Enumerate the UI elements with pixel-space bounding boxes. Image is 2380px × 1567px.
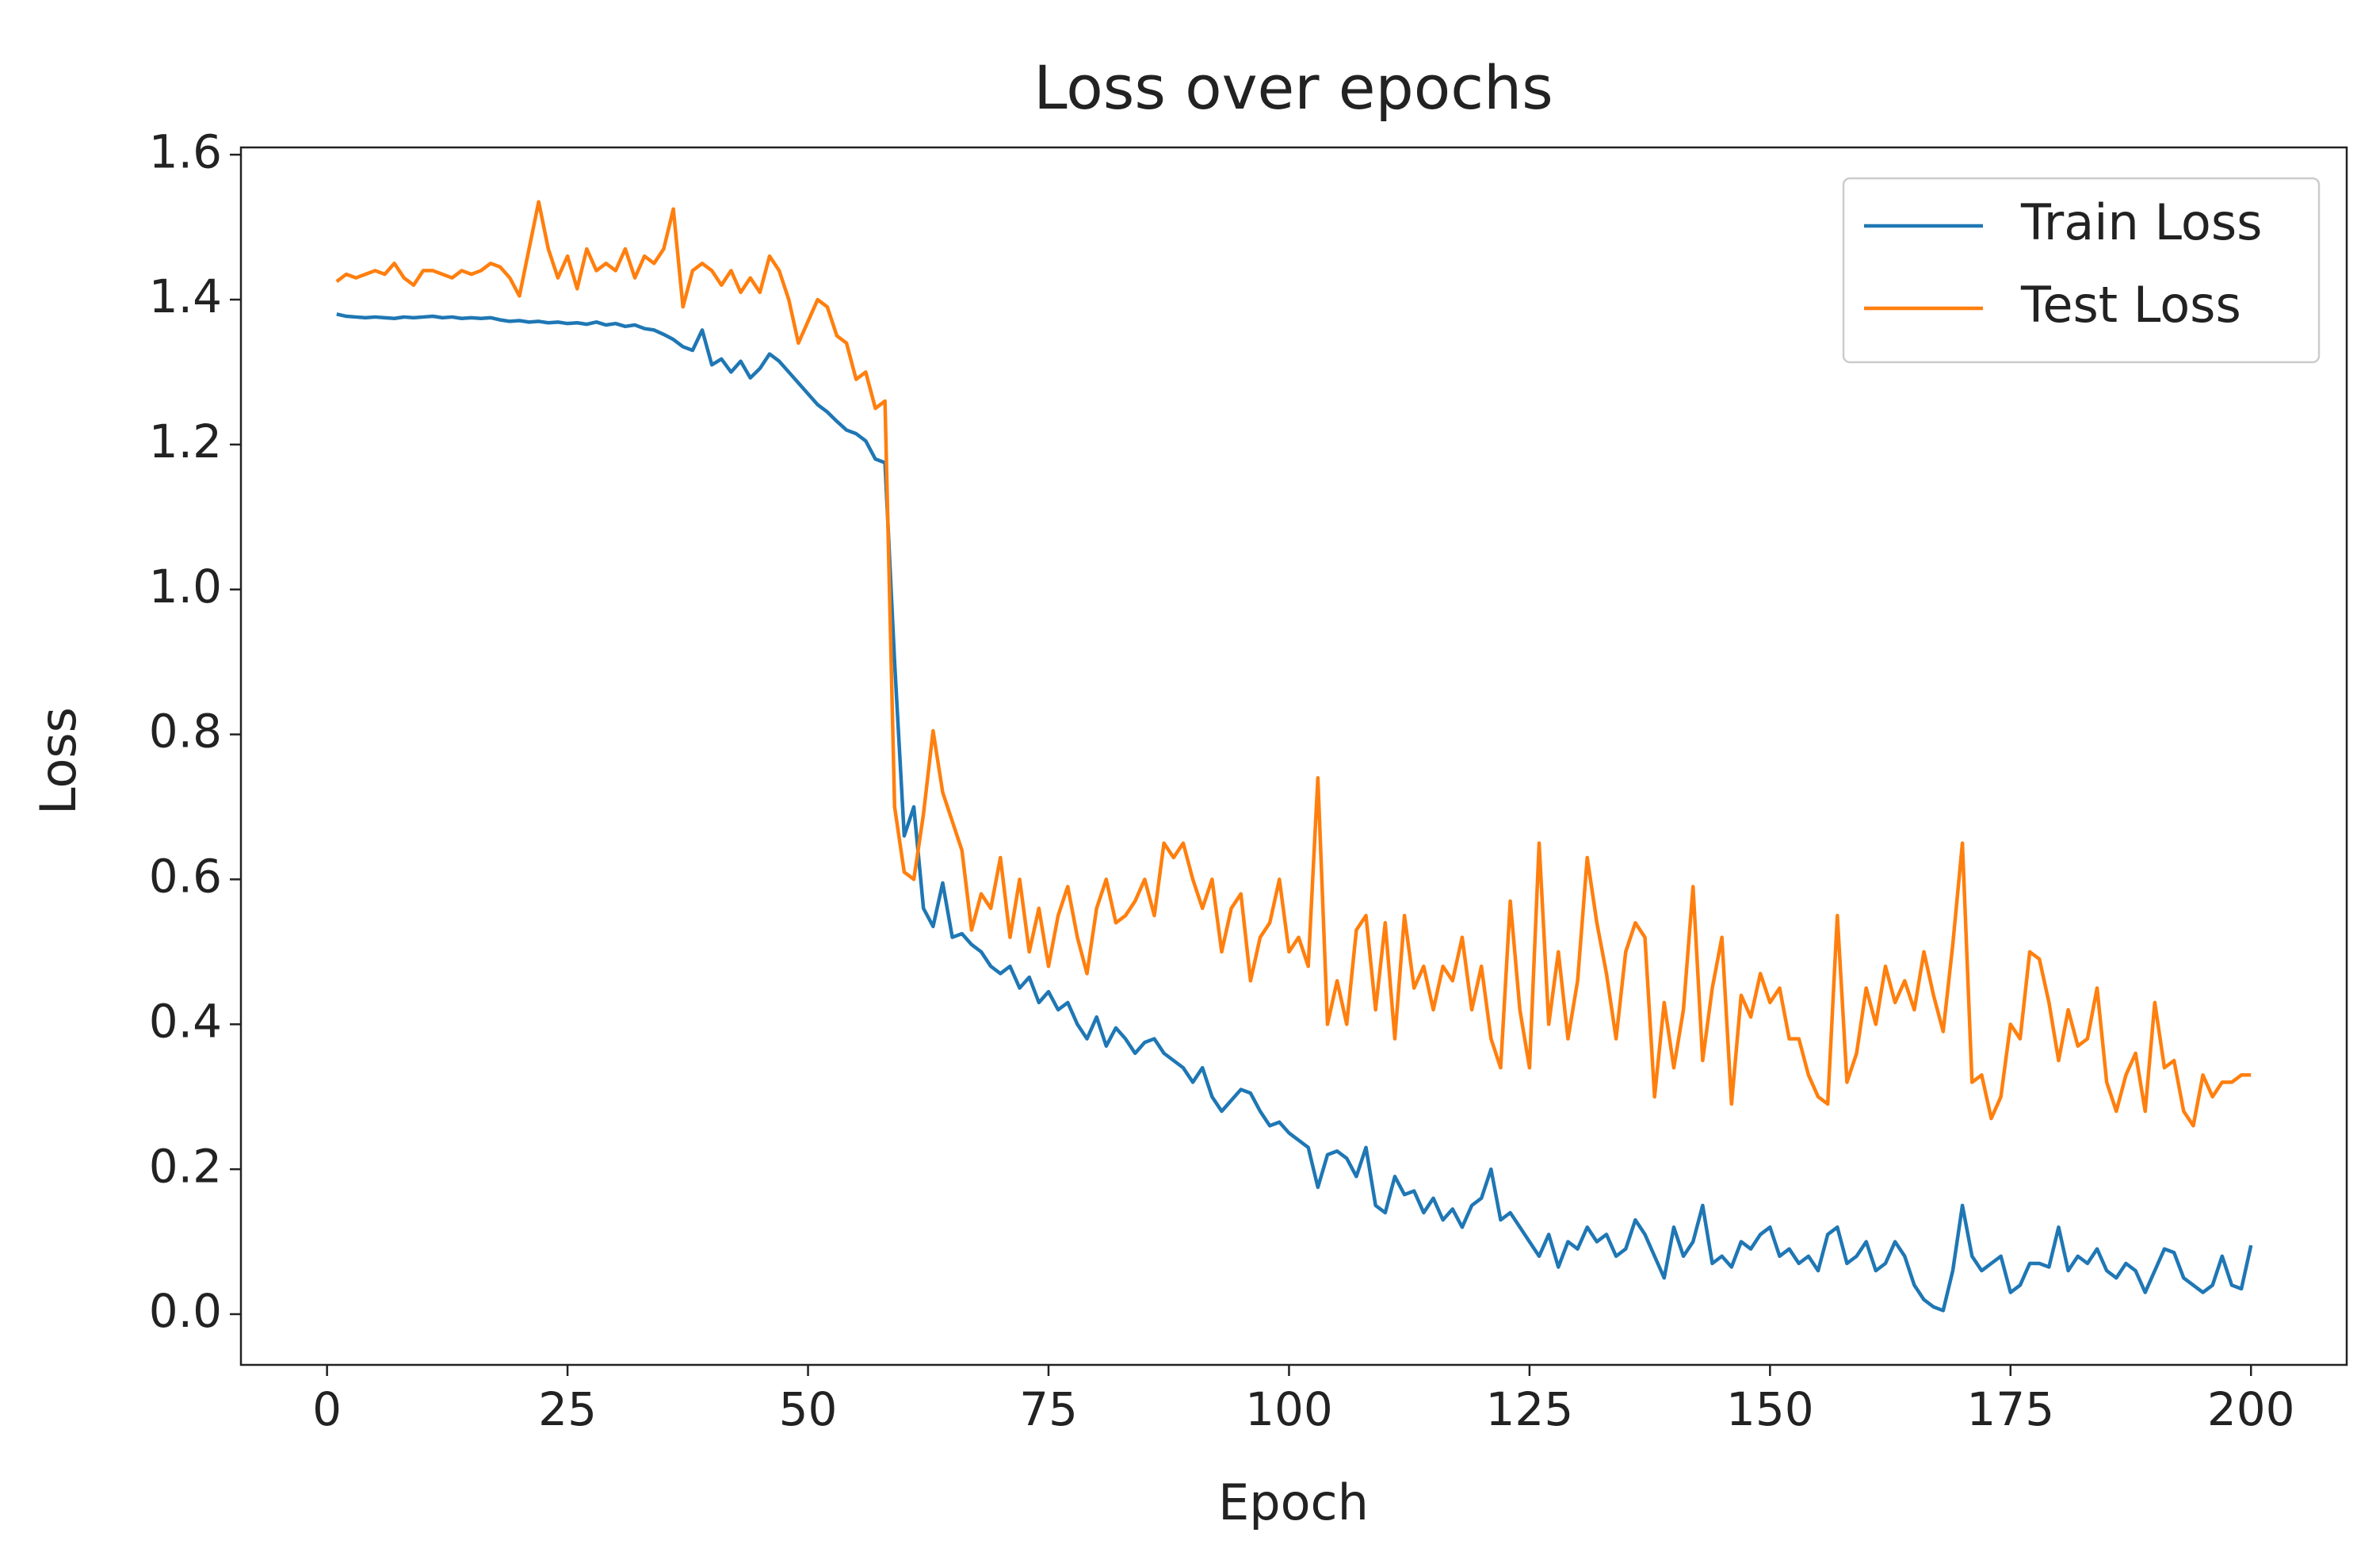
x-tick-label: 150: [1726, 1382, 1814, 1436]
y-tick-label: 0.0: [149, 1284, 222, 1338]
x-tick-label: 50: [779, 1382, 838, 1436]
line-series: [335, 200, 2252, 1128]
x-tick-label: 175: [1966, 1382, 2054, 1436]
x-tick-label: 25: [538, 1382, 597, 1436]
y-tick-label: 1.4: [149, 269, 222, 323]
line-series: [336, 312, 2253, 1313]
y-tick-label: 0.8: [149, 705, 222, 759]
legend-label: Test Loss: [2020, 276, 2241, 334]
x-tick-label: 200: [2207, 1382, 2295, 1436]
y-axis-label: Loss: [29, 707, 87, 815]
y-tick-label: 1.6: [149, 124, 222, 178]
y-tick-label: 0.2: [149, 1139, 222, 1193]
y-tick-label: 0.6: [149, 850, 222, 904]
x-axis-label: Epoch: [1218, 1473, 1369, 1531]
chart-title: Loss over epochs: [1033, 52, 1553, 123]
y-tick-label: 0.4: [149, 994, 222, 1048]
x-tick-label: 100: [1245, 1382, 1333, 1436]
legend-label: Train Loss: [2020, 193, 2262, 251]
x-tick-label: 0: [312, 1382, 342, 1436]
x-tick-label: 75: [1019, 1382, 1078, 1436]
y-tick-label: 1.2: [149, 415, 222, 468]
y-tick-label: 1.0: [149, 560, 222, 613]
x-tick-label: 125: [1486, 1382, 1574, 1436]
plot-frame: [239, 146, 2348, 1366]
